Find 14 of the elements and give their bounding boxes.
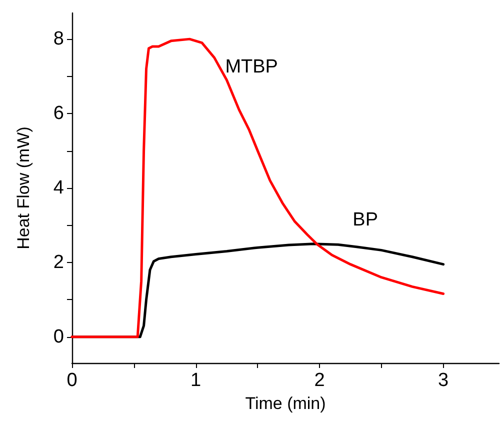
y-axis-title: Heat Flow (mW)	[14, 126, 33, 250]
x-axis-title: Time (min)	[245, 394, 326, 413]
y-tick-label: 8	[53, 28, 64, 50]
series-label: MTBP	[225, 56, 278, 78]
series-label: BP	[352, 209, 378, 230]
y-tick-label: 0	[53, 326, 64, 348]
y-tick-label: 6	[53, 103, 64, 124]
line-series	[70, 38, 445, 338]
x-tick-label: 0	[66, 370, 78, 391]
y-tick-label: 2	[53, 252, 64, 273]
x-tick-label: 2	[314, 370, 325, 391]
y-tick-label: 4	[53, 178, 64, 198]
x-tick-label: 3	[438, 370, 449, 391]
x-tick-label: 1	[190, 370, 202, 391]
